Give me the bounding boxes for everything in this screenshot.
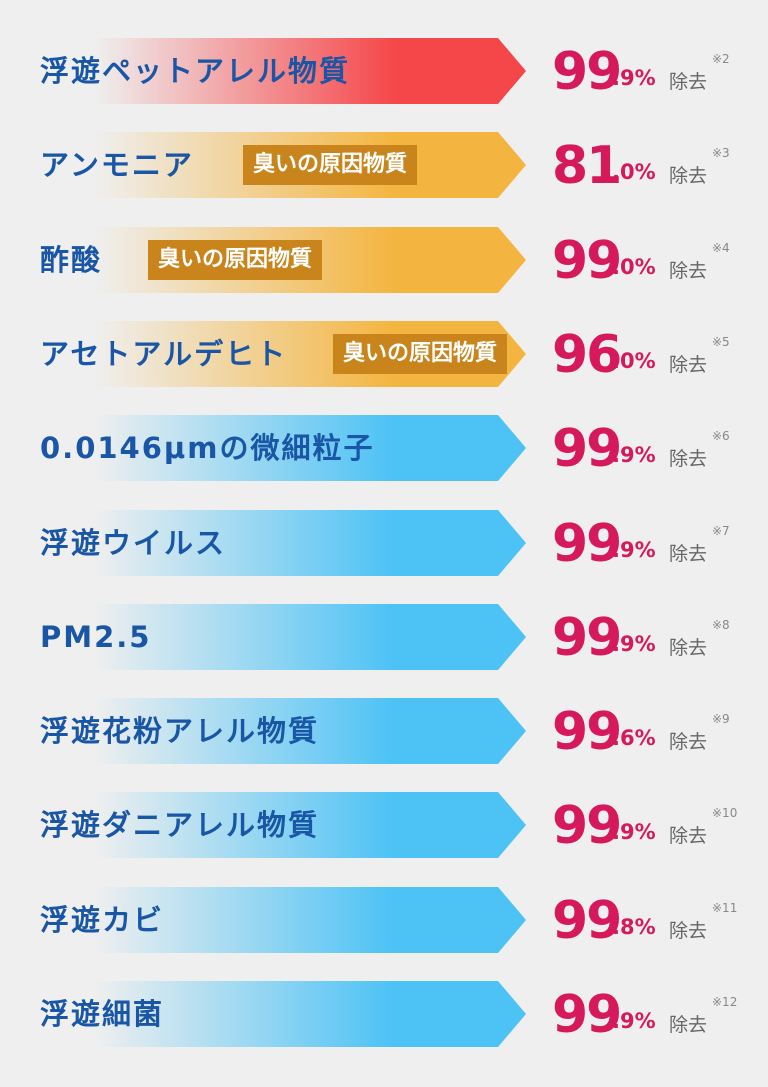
tag: 臭いの原因物質 — [148, 239, 323, 280]
value-decimal: .9% — [612, 1009, 656, 1033]
item-row: PM2.5 99.9% 除去 ※8 — [0, 603, 768, 670]
value-suffix: 除去 — [669, 259, 708, 282]
arrow-shape — [0, 981, 526, 1047]
value-suffix: 除去 — [669, 542, 708, 565]
value-integer: 99 — [552, 42, 622, 102]
value-integer: 99 — [552, 419, 622, 480]
item-label: 浮遊ペットアレル物質 — [40, 54, 351, 88]
arrow — [0, 698, 526, 765]
value-suffix: 除去 — [669, 731, 708, 754]
value-decimal: .0% — [612, 348, 656, 373]
value-decimal: .9% — [612, 66, 656, 90]
value-suffix: 除去 — [669, 1014, 708, 1036]
footnote-ref: ※8 — [712, 617, 730, 632]
item-row: 浮遊ウイルス 99.9% 除去 ※7 — [0, 509, 768, 576]
arrow — [0, 415, 526, 482]
item-label: 浮遊カビ — [40, 902, 165, 937]
value-decimal: .8% — [612, 914, 656, 939]
footnote-ref: ※2 — [712, 52, 730, 66]
value-suffix: 除去 — [669, 919, 708, 942]
arrow-shape — [0, 415, 526, 482]
value-decimal: .0% — [612, 254, 656, 279]
item-label: 浮遊細菌 — [40, 997, 165, 1031]
arrow — [0, 981, 526, 1047]
footnote-ref: ※3 — [712, 146, 730, 161]
item-label: 浮遊ダニアレル物質 — [40, 808, 320, 843]
item-label: 浮遊花粉アレル物質 — [40, 714, 320, 749]
arrow-shape — [0, 792, 526, 859]
item-row: 0.0146μmの微細粒子 99.9% 除去 ※6 — [0, 415, 768, 482]
item-label: 0.0146μmの微細粒子 — [40, 431, 375, 466]
value-suffix: 除去 — [669, 71, 708, 93]
arrow — [0, 38, 526, 104]
item-row: 酢酸 臭いの原因物質 99.0% 除去 ※4 — [0, 226, 768, 293]
footnote-ref: ※7 — [712, 523, 730, 538]
arrow — [0, 509, 526, 576]
value-integer: 99 — [552, 607, 622, 668]
footnote-ref: ※6 — [712, 429, 730, 444]
footnote-ref: ※12 — [712, 995, 738, 1009]
item-label: 酢酸 — [40, 242, 103, 277]
arrow — [0, 792, 526, 859]
footnote-ref: ※10 — [712, 806, 738, 821]
footnote-ref: ※4 — [712, 240, 730, 255]
arrow — [0, 886, 526, 953]
footnote-ref: ※5 — [712, 334, 730, 349]
tag: 臭いの原因物質 — [333, 333, 508, 374]
item-row: アセトアルデヒト 臭いの原因物質 96.0% 除去 ※5 — [0, 320, 768, 387]
arrow-shape — [0, 698, 526, 765]
arrow-shape — [0, 603, 526, 670]
value-decimal: .9% — [612, 820, 656, 845]
value-suffix: 除去 — [669, 353, 708, 376]
arrow — [0, 603, 526, 670]
value-decimal: .9% — [612, 537, 656, 562]
value-integer: 99 — [552, 513, 622, 574]
item-row: 浮遊花粉アレル物質 99.6% 除去 ※9 — [0, 698, 768, 765]
value-suffix: 除去 — [669, 825, 708, 848]
item-label: アンモニア — [40, 148, 194, 183]
value-decimal: .6% — [612, 726, 656, 751]
value-integer: 99 — [552, 890, 622, 951]
value-suffix: 除去 — [669, 448, 708, 471]
footnote-ref: ※11 — [712, 900, 738, 915]
item-row: 浮遊ダニアレル物質 99.9% 除去 ※10 — [0, 792, 768, 859]
value-decimal: .0% — [612, 160, 656, 185]
value-integer: 99 — [552, 985, 622, 1045]
item-label: PM2.5 — [40, 619, 152, 654]
value-suffix: 除去 — [669, 636, 708, 659]
arrow-shape — [0, 38, 526, 104]
item-label: 浮遊ウイルス — [40, 525, 227, 560]
value-integer: 81 — [552, 136, 622, 197]
arrow-shape — [0, 886, 526, 953]
value-integer: 99 — [552, 796, 622, 857]
item-row: アンモニア 臭いの原因物質 81.0% 除去 ※3 — [0, 132, 768, 199]
value-integer: 99 — [552, 702, 622, 763]
tag: 臭いの原因物質 — [243, 145, 418, 186]
value-decimal: .9% — [612, 443, 656, 468]
value-decimal: .9% — [612, 631, 656, 656]
arrow-shape — [0, 509, 526, 576]
item-label: アセトアルデヒト — [40, 336, 288, 371]
value-integer: 99 — [552, 230, 622, 291]
value-integer: 96 — [552, 324, 622, 385]
item-row: 浮遊カビ 99.8% 除去 ※11 — [0, 886, 768, 953]
item-row: 浮遊細菌 99.9% 除去 ※12 — [0, 981, 768, 1047]
item-row: 浮遊ペットアレル物質 99.9% 除去 ※2 — [0, 38, 768, 104]
footnote-ref: ※9 — [712, 712, 730, 727]
value-suffix: 除去 — [669, 165, 708, 188]
